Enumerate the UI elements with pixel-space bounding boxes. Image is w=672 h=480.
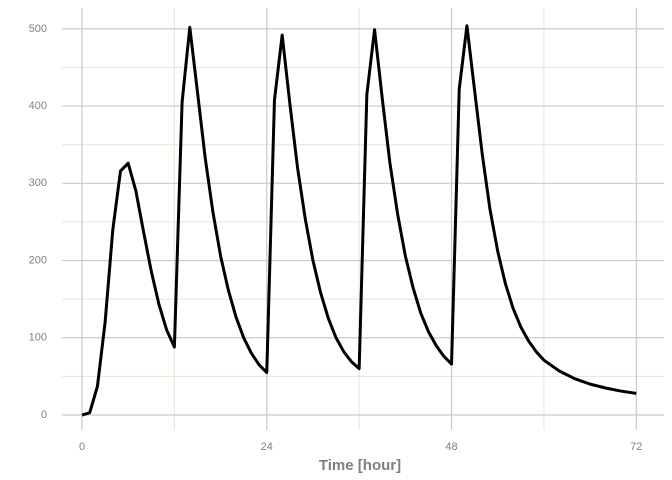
x-tick-label: 24 [261, 441, 273, 453]
y-tick-label: 300 [29, 177, 47, 189]
y-tick-label: 400 [29, 100, 47, 112]
y-tick-label: 0 [41, 409, 47, 421]
line [81, 24, 637, 417]
x-tick-label: 0 [79, 441, 85, 453]
y-tick-label: 100 [29, 332, 47, 344]
y-tick-label: 500 [29, 23, 47, 35]
x-tick-label: 48 [445, 441, 457, 453]
x-tick-label: 72 [630, 441, 642, 453]
y-tick-label: 200 [29, 254, 47, 266]
x-axis-title: Time [hour] [319, 457, 401, 474]
